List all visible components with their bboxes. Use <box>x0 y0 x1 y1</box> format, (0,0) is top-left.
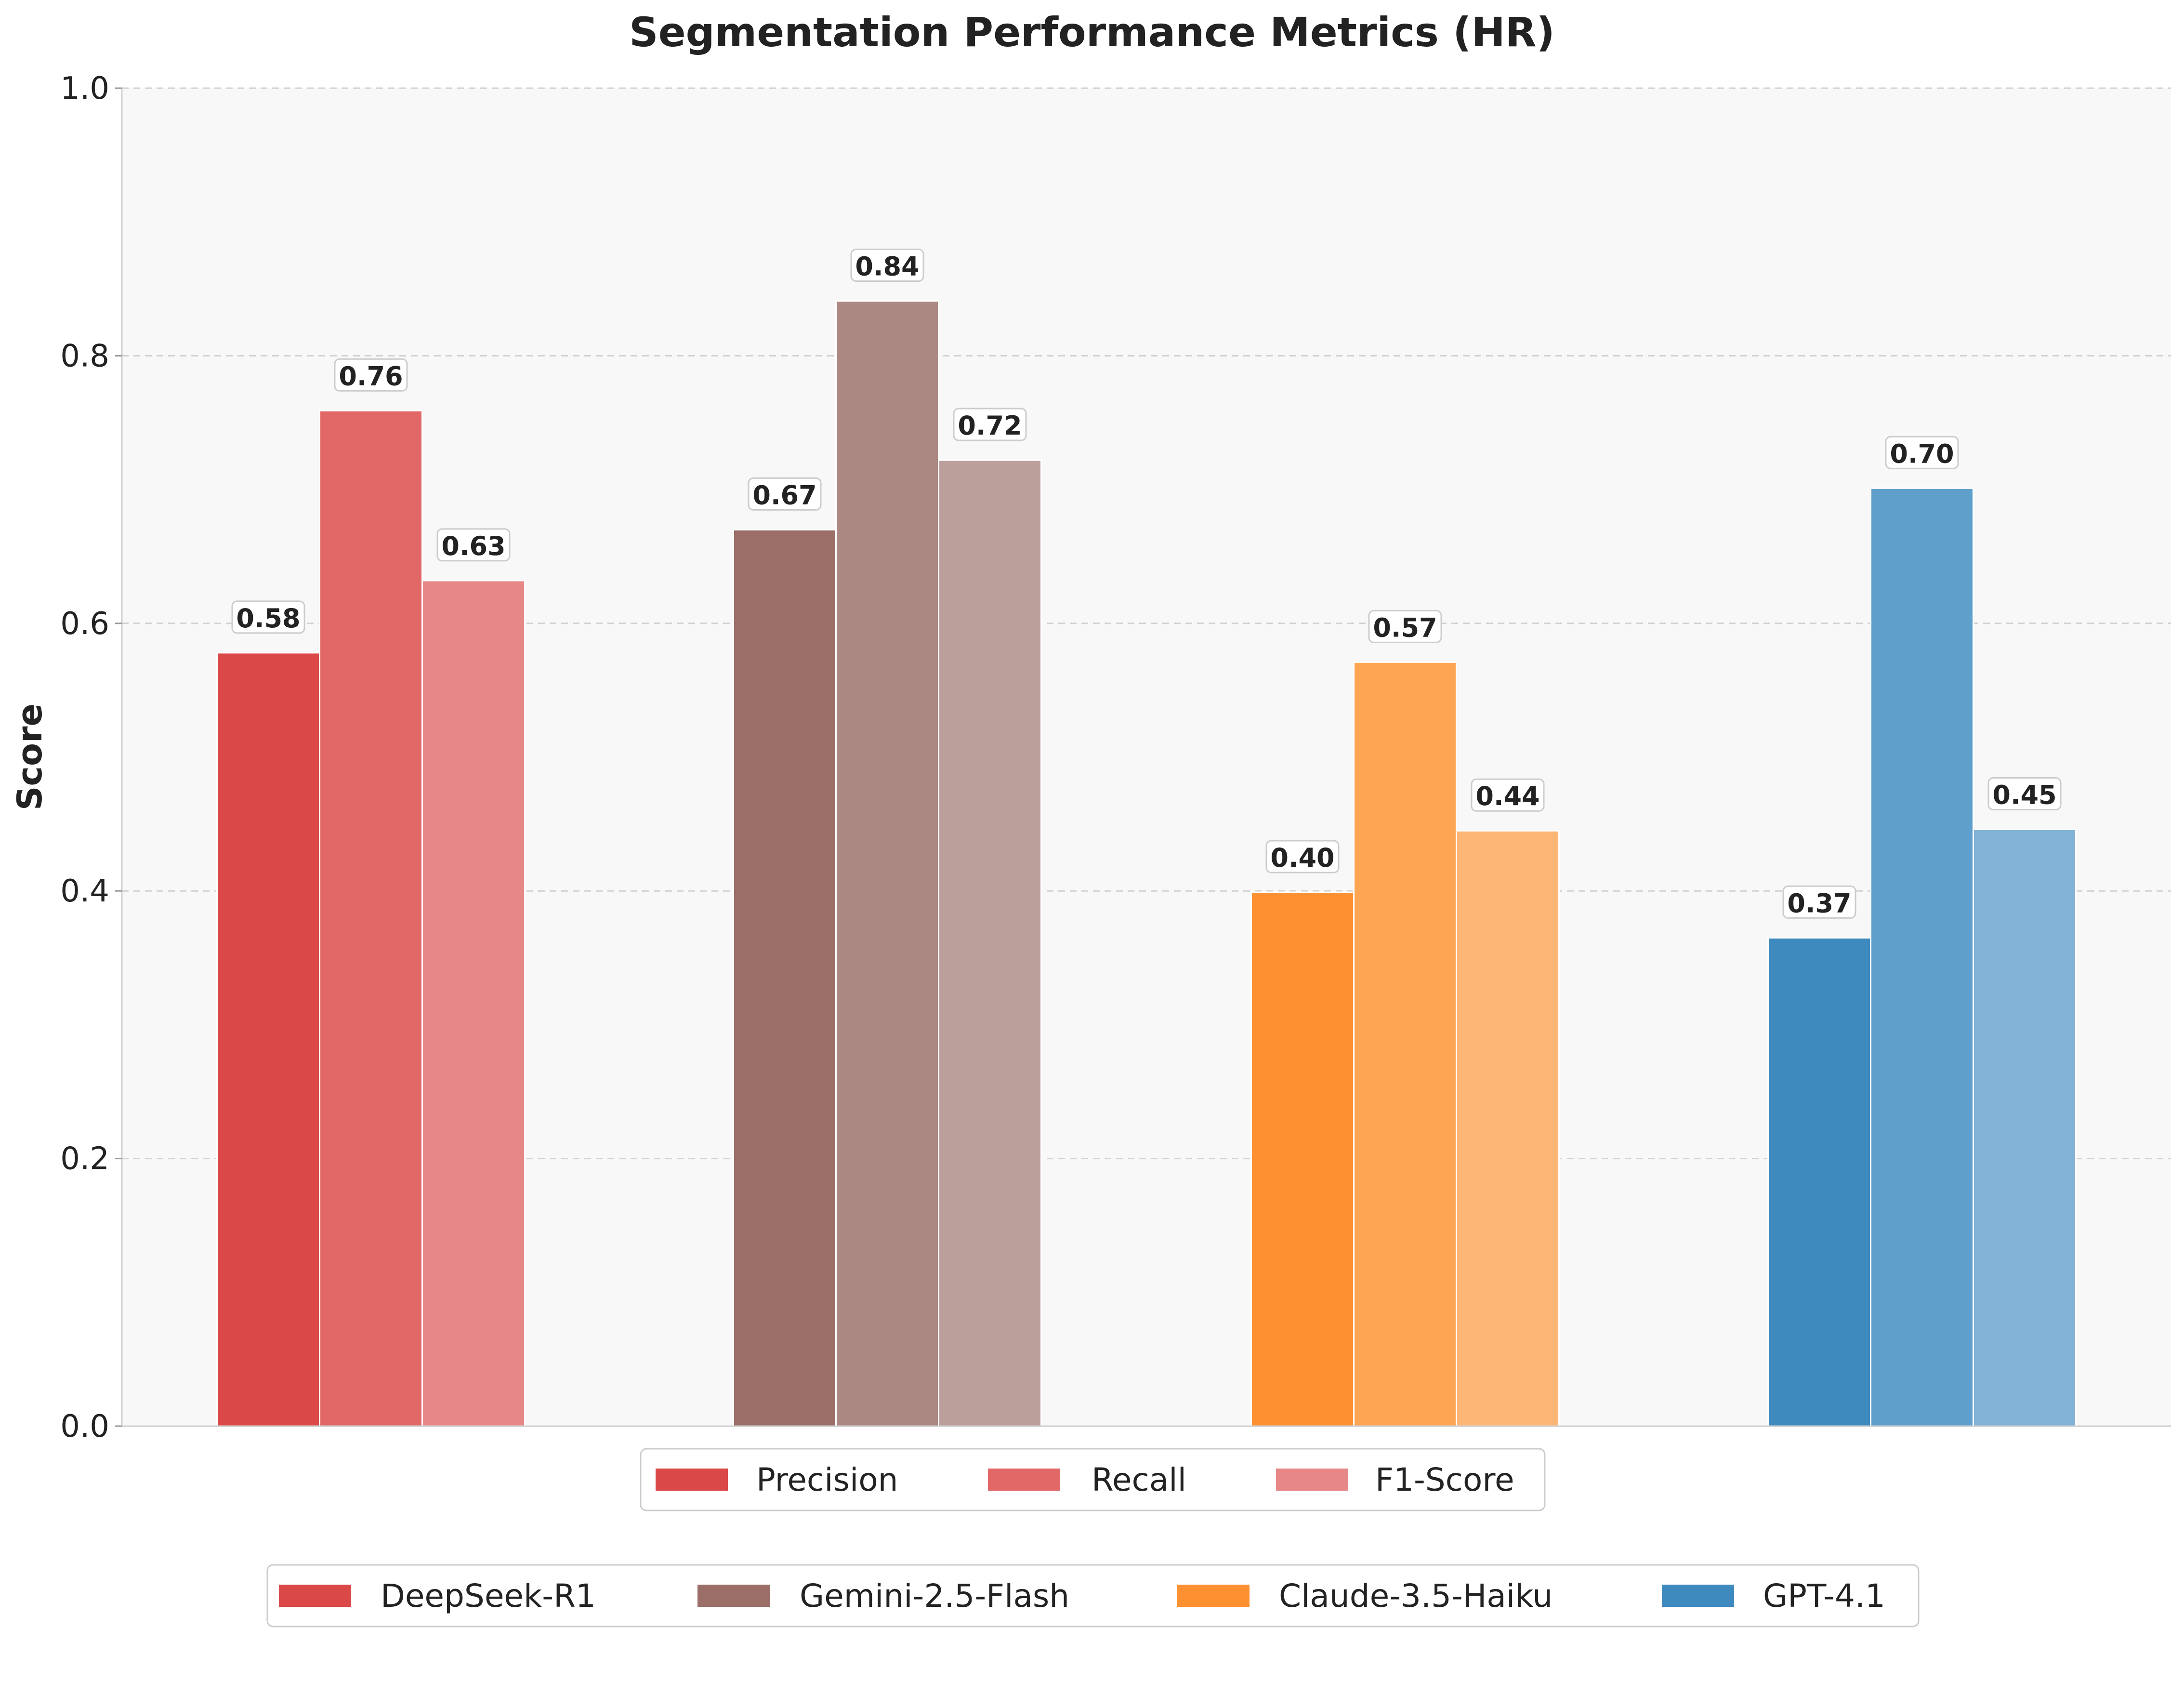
legend-frame <box>640 1448 1546 1511</box>
bar-deepseek-r1-precision <box>216 652 320 1427</box>
legend-swatch <box>656 1469 728 1491</box>
value-label-box <box>1987 777 2062 810</box>
y-axis-label: Score <box>10 703 50 810</box>
bar-claude-3-5-haiku-recall <box>1353 661 1457 1427</box>
bar-gpt-4-1-recall <box>1870 487 1974 1427</box>
legend-label: Precision <box>756 1461 898 1498</box>
legend-label: Gemini-2.5-Flash <box>800 1577 1069 1615</box>
legend-swatch <box>279 1585 351 1607</box>
legend-swatch <box>697 1585 770 1607</box>
value-label: 0.70 <box>1890 438 1954 469</box>
bar-claude-3-5-haiku-precision <box>1250 891 1355 1427</box>
bar-gpt-4-1-f1-score <box>1973 828 2077 1427</box>
value-label-box <box>1782 885 1856 919</box>
value-label: 0.40 <box>1270 843 1334 873</box>
y-tick-label: 0.6 <box>60 606 109 642</box>
legend-frame <box>266 1564 1920 1628</box>
bar-deepseek-r1-recall <box>319 410 423 1427</box>
value-label: 0.44 <box>1475 781 1539 811</box>
value-label-box <box>231 600 305 634</box>
y-tick-label: 0.4 <box>60 874 109 909</box>
bar-gemini-2-5-flash-recall <box>835 300 939 1427</box>
legend-swatch <box>1662 1585 1734 1607</box>
legend-label: GPT-4.1 <box>1763 1577 1885 1615</box>
value-label-box <box>436 528 511 562</box>
value-label: 0.72 <box>958 410 1022 441</box>
value-label: 0.84 <box>855 251 919 282</box>
bar-gemini-2-5-flash-precision <box>733 529 837 1427</box>
y-ticks: 0.0 0.2 0.4 0.6 0.8 1.0 <box>60 71 122 1444</box>
legend-label: F1-Score <box>1375 1461 1514 1498</box>
legend-models: DeepSeek-R1 Gemini-2.5-Flash Claude-3.5-Ha… <box>266 1564 1920 1628</box>
value-label-box <box>1471 778 1545 812</box>
bar-claude-3-5-haiku-f1-score <box>1456 830 1560 1427</box>
bars <box>216 300 2077 1427</box>
legend-label: Recall <box>1092 1461 1186 1498</box>
bar-gpt-4-1-precision <box>1767 937 1871 1427</box>
legend-swatch <box>988 1469 1060 1491</box>
y-tick-label: 0.2 <box>60 1141 109 1177</box>
legend-label: Claude-3.5-Haiku <box>1279 1577 1552 1615</box>
legend-metrics: Precision Recall F1-Score <box>640 1448 1546 1511</box>
value-label: 0.57 <box>1373 612 1437 643</box>
value-labels: 0.58 0.76 0.63 0.67 0.84 0.72 0.40 0.57 0.44 0.37… <box>231 249 2062 919</box>
legend-swatch <box>1177 1585 1250 1607</box>
value-label-box <box>748 477 822 511</box>
y-tick-label: 1.0 <box>60 71 109 106</box>
value-label-box <box>1885 436 1959 469</box>
y-tick-label: 0.0 <box>60 1409 109 1444</box>
value-label-box <box>850 249 924 282</box>
bar-gemini-2-5-flash-f1-score <box>938 459 1042 1427</box>
value-label: 0.37 <box>1787 888 1851 918</box>
legend-swatch <box>1276 1469 1348 1491</box>
value-label: 0.76 <box>339 361 403 391</box>
axes <box>121 88 2171 1427</box>
value-label: 0.58 <box>236 603 300 634</box>
value-label: 0.67 <box>752 480 816 510</box>
value-label-box <box>953 408 1027 441</box>
value-label: 0.63 <box>441 531 505 561</box>
legend-label: DeepSeek-R1 <box>381 1577 596 1615</box>
bar-deepseek-r1-f1-score <box>421 580 526 1427</box>
value-label-box <box>334 358 408 392</box>
value-label-box <box>1368 609 1442 643</box>
value-label: 0.45 <box>1992 780 2056 810</box>
chart-title: Segmentation Performance Metrics (HR) <box>629 9 1555 56</box>
value-label-box <box>1265 840 1340 874</box>
y-tick-label: 0.8 <box>60 338 109 374</box>
